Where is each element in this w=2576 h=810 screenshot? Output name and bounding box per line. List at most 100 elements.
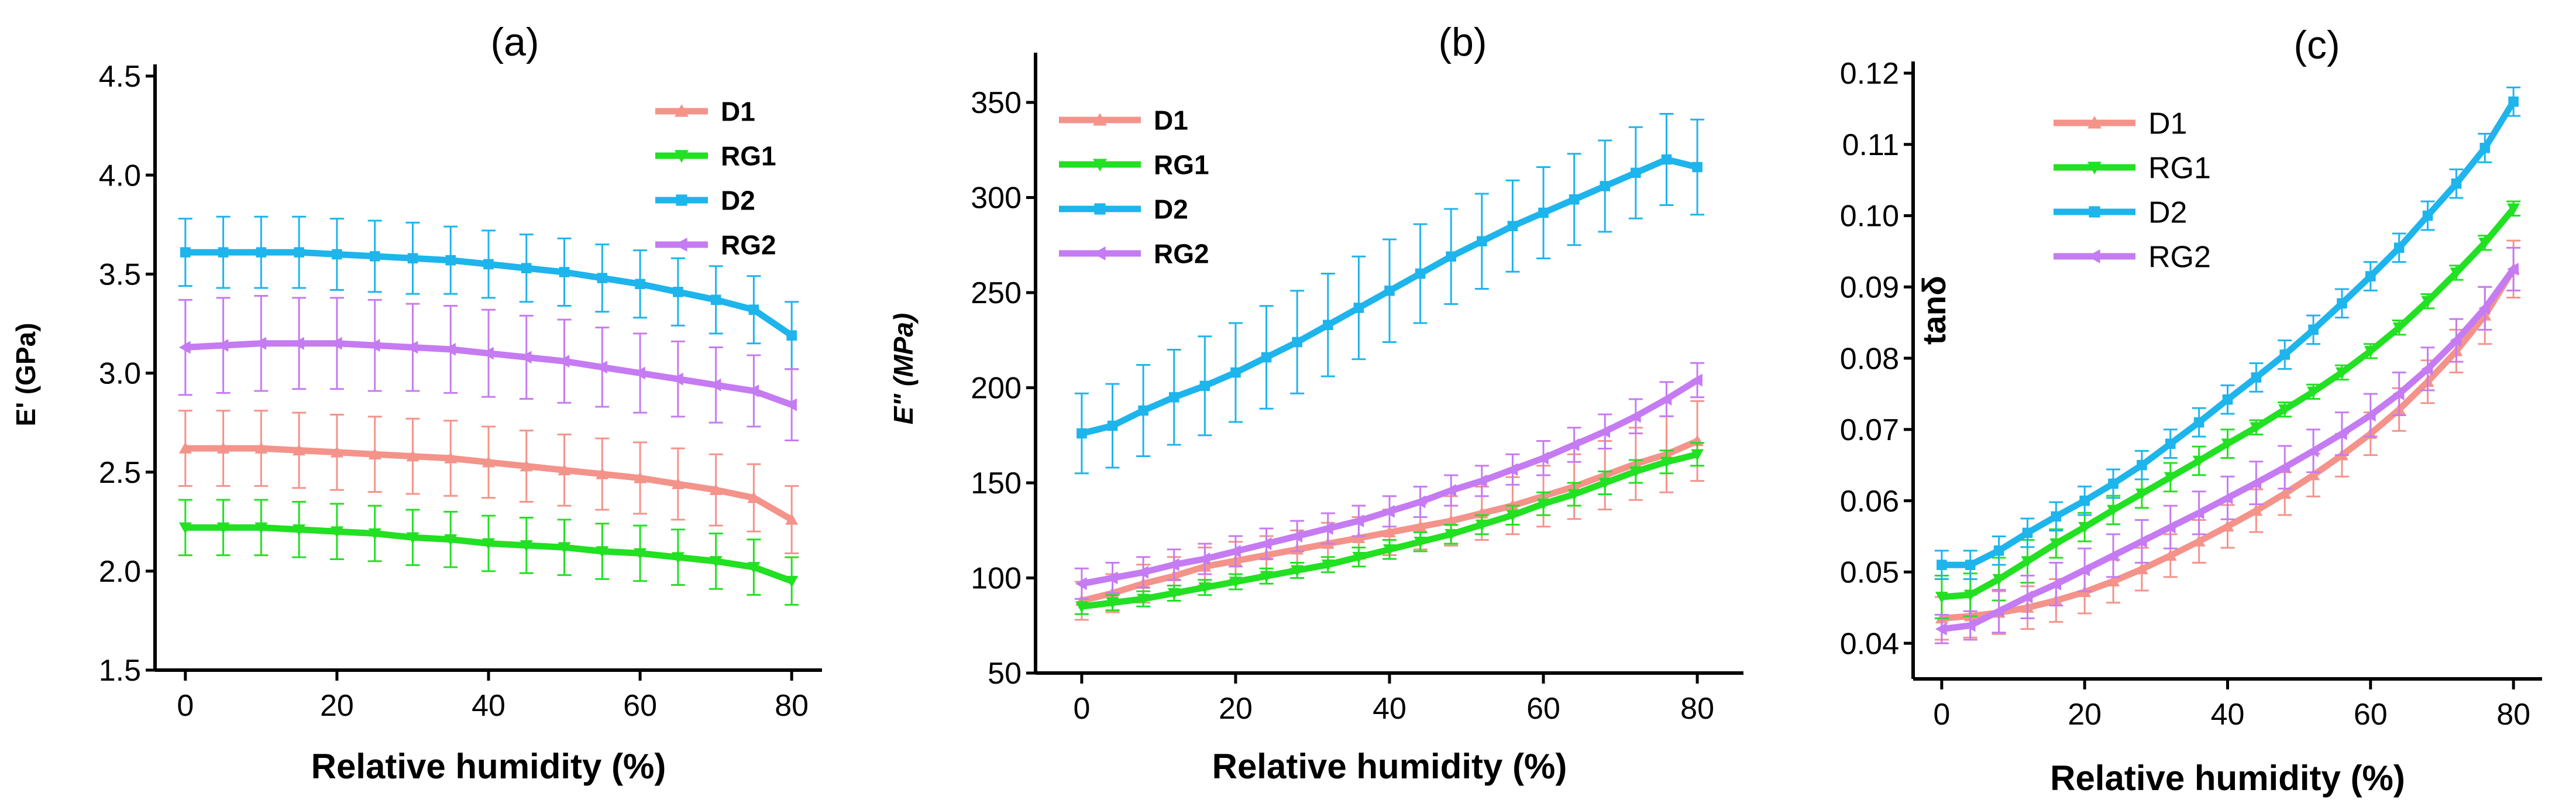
data-point <box>2164 549 2177 561</box>
series-D2 <box>1934 86 2521 581</box>
data-point <box>406 532 419 544</box>
data-point <box>1383 526 1396 538</box>
x-tick-label: 0 <box>177 689 194 723</box>
x-tick-label: 20 <box>1219 692 1253 726</box>
legend-label: RG2 <box>1154 239 1209 269</box>
legend-label: RG1 <box>1154 150 1209 180</box>
data-point <box>2478 301 2491 315</box>
data-point <box>1260 571 1273 583</box>
data-point <box>1413 495 1426 509</box>
data-point <box>1352 514 1364 527</box>
data-point <box>2421 296 2434 308</box>
data-point <box>1537 451 1549 465</box>
legend-marker <box>1094 203 1106 215</box>
data-point <box>2192 506 2204 520</box>
data-point <box>178 341 191 354</box>
y-axis-title: E" (MPa) <box>888 313 919 425</box>
data-point <box>1477 236 1487 247</box>
data-point <box>1383 504 1395 518</box>
series-D2 <box>1074 113 1705 475</box>
data-point <box>1475 519 1488 531</box>
data-point <box>2107 549 2118 562</box>
data-point <box>2221 438 2234 451</box>
data-point <box>1445 514 1458 526</box>
data-point <box>2251 372 2262 383</box>
data-point <box>2192 455 2206 468</box>
y-tick-label: 4.5 <box>99 60 141 94</box>
data-point <box>332 249 342 260</box>
data-point <box>178 522 192 534</box>
x-tick-label: 80 <box>1680 692 1714 726</box>
data-point <box>559 267 570 277</box>
series-RG2 <box>1074 362 1705 600</box>
data-point <box>2193 417 2204 428</box>
data-point <box>293 337 304 350</box>
data-point <box>2108 478 2118 489</box>
data-point <box>785 513 799 525</box>
chart-panel-2: (b) 50 100 150 200 250 300 350 0 20 40 60 80 Relative… <box>888 20 1743 786</box>
data-point <box>216 442 230 454</box>
y-axis-title: tanδ <box>1915 276 1952 345</box>
legend-label: D1 <box>2148 107 2187 141</box>
data-point <box>785 575 799 588</box>
legend-marker <box>675 238 687 252</box>
data-point <box>482 455 495 468</box>
data-point <box>178 442 192 454</box>
data-point <box>1198 582 1212 594</box>
x-tick-label: 80 <box>775 689 809 723</box>
data-point <box>2335 427 2347 441</box>
data-point <box>1446 251 1457 262</box>
data-point <box>520 540 533 552</box>
data-point <box>2278 487 2292 499</box>
data-point <box>1075 601 1088 613</box>
data-point <box>1291 530 1302 543</box>
data-point <box>2392 322 2406 334</box>
data-point <box>330 526 343 538</box>
data-point <box>2250 422 2263 434</box>
y-tick-label: 0.05 <box>1840 556 1899 590</box>
data-point <box>180 247 191 258</box>
data-point <box>444 342 456 356</box>
x-tick-label: 0 <box>1073 692 1090 726</box>
legend-marker <box>675 150 689 163</box>
data-point <box>2250 504 2263 516</box>
data-point <box>368 339 380 352</box>
data-point <box>1106 597 1119 609</box>
data-point <box>2222 394 2233 405</box>
panel-label: (c) <box>2293 23 2340 67</box>
data-point <box>1445 528 1458 541</box>
x-tick-label: 20 <box>320 689 354 723</box>
x-tick-label: 60 <box>2354 698 2388 732</box>
data-point <box>1963 589 1977 602</box>
legend-marker <box>676 194 687 206</box>
legend-label: RG1 <box>721 141 776 171</box>
data-point <box>710 294 721 306</box>
data-point <box>1935 622 1947 636</box>
y-tick-label: 2.5 <box>99 456 141 490</box>
data-point <box>1384 285 1395 296</box>
data-point <box>254 522 268 534</box>
data-point <box>1692 162 1703 173</box>
data-point <box>2364 409 2376 422</box>
data-point <box>254 442 268 454</box>
data-point <box>2049 578 2062 591</box>
data-point <box>1507 221 1518 232</box>
data-point <box>671 372 683 386</box>
legend-marker <box>1093 113 1107 126</box>
data-point <box>1321 559 1335 571</box>
data-point <box>368 448 381 460</box>
data-point <box>2337 298 2347 309</box>
data-point <box>1691 449 1704 461</box>
data-point <box>1992 605 2004 618</box>
data-point <box>1261 352 1272 363</box>
legend-label: D2 <box>721 186 755 216</box>
data-point <box>1475 474 1487 488</box>
data-point <box>2422 210 2433 221</box>
data-point <box>1415 268 1426 279</box>
data-point <box>520 459 533 472</box>
legend-marker <box>1093 246 1106 260</box>
data-point <box>2450 267 2463 279</box>
data-point <box>597 273 608 283</box>
y-tick-label: 0.08 <box>1840 342 1899 376</box>
y-tick-label: 2.0 <box>99 555 141 589</box>
